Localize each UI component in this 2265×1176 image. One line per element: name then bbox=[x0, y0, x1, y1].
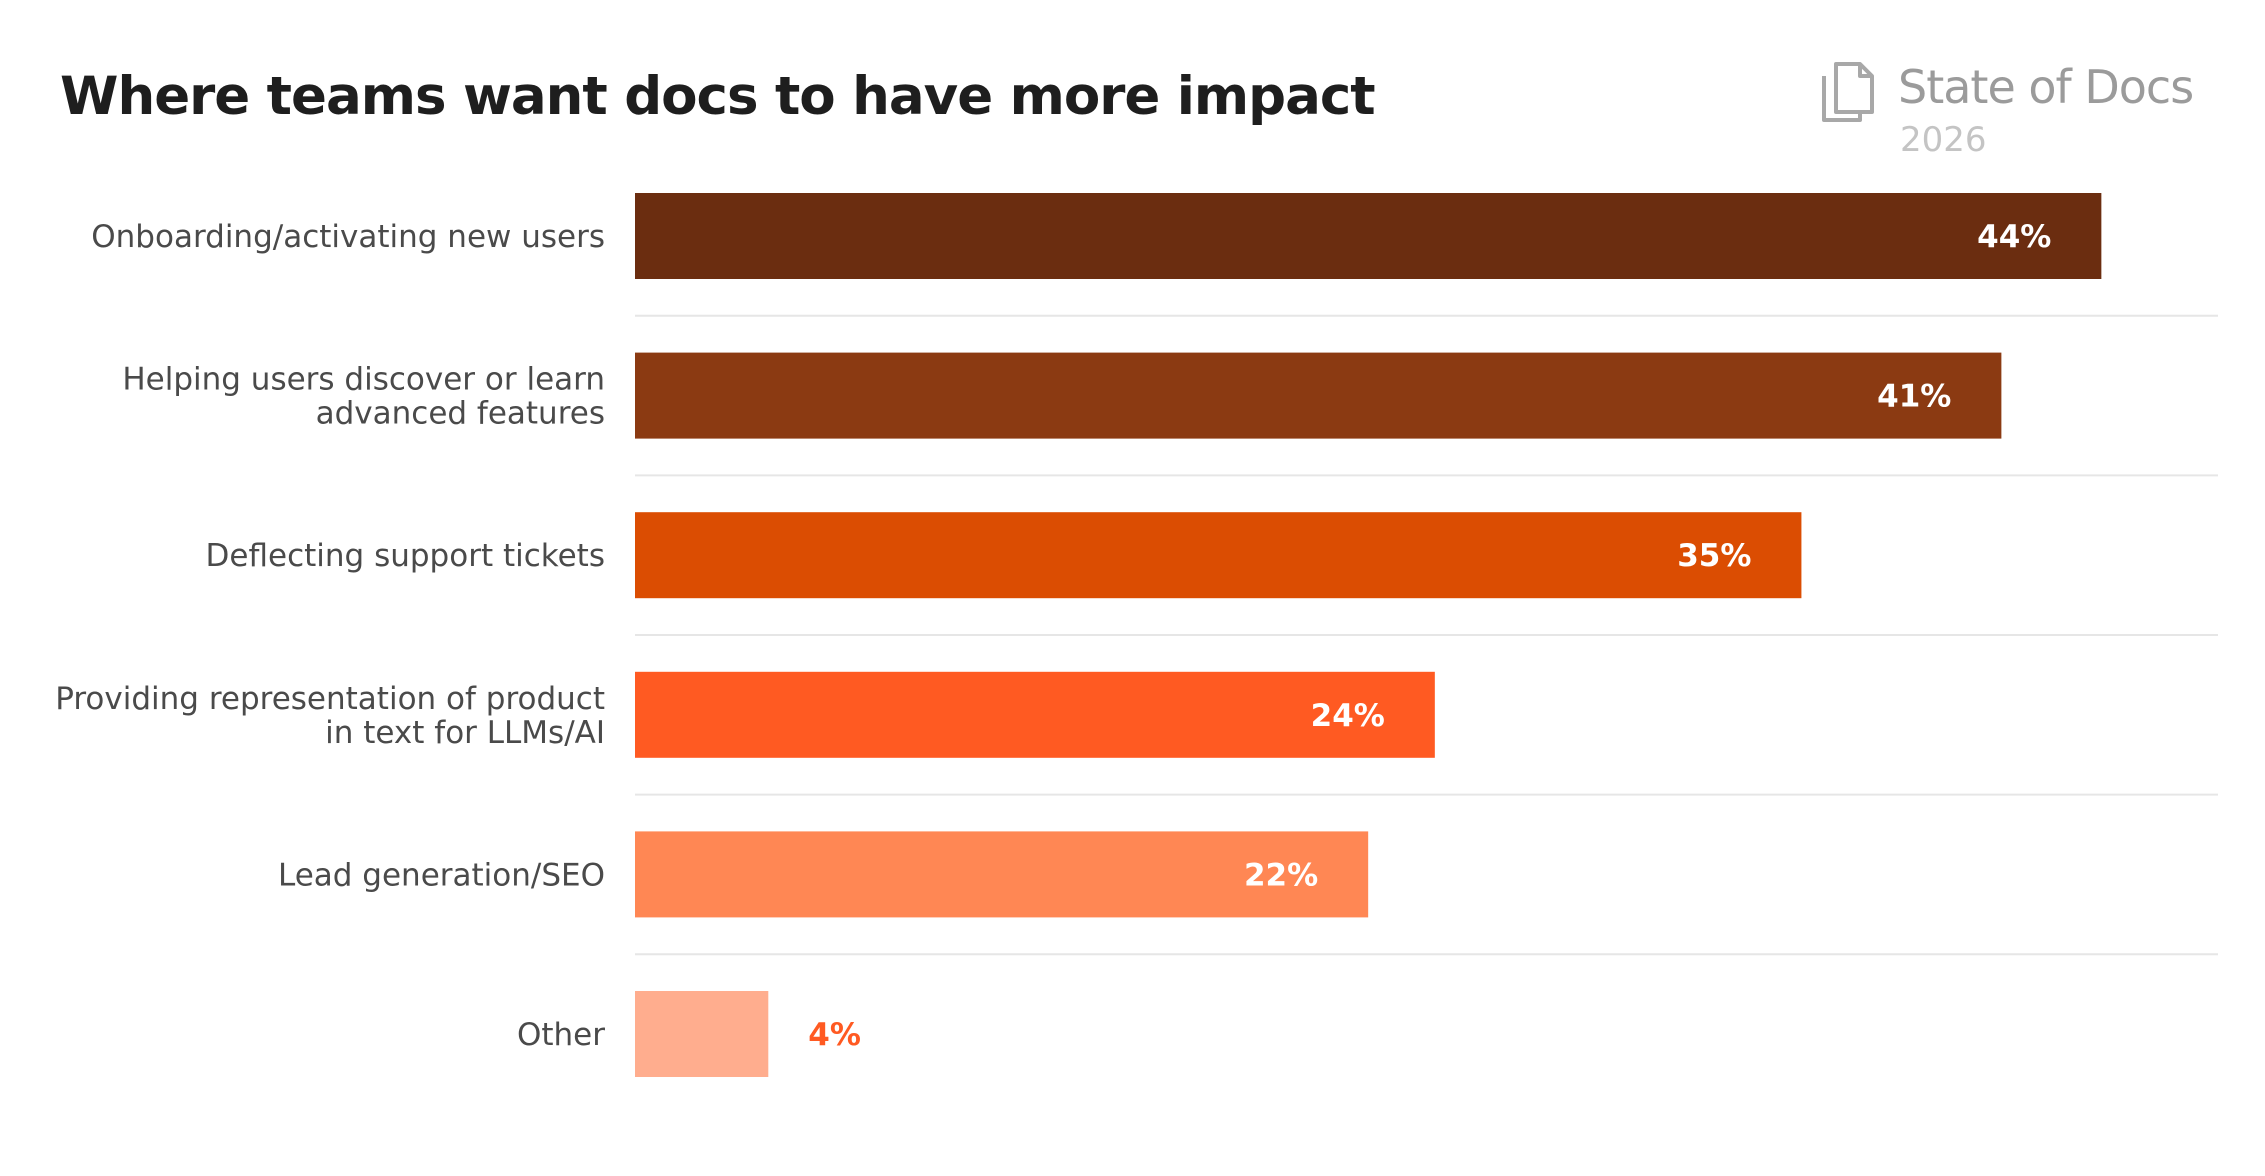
category-label: Helping users discover or learn bbox=[122, 362, 605, 398]
bar bbox=[635, 193, 2102, 279]
category-label: Onboarding/activating new users bbox=[91, 219, 605, 255]
bar bbox=[635, 512, 1802, 599]
bar bbox=[635, 831, 1369, 918]
chart-title: Where teams want docs to have more impac… bbox=[60, 66, 1376, 127]
brand-name: State of Docs bbox=[1898, 60, 2194, 114]
category-label: in text for LLMs/AI bbox=[325, 715, 605, 751]
category-label: Deflecting support tickets bbox=[206, 538, 605, 574]
value-label: 41% bbox=[1877, 379, 1951, 415]
bar bbox=[635, 991, 769, 1077]
brand-year: 2026 bbox=[1900, 120, 1987, 160]
category-label: advanced features bbox=[316, 396, 605, 432]
value-label: 22% bbox=[1244, 857, 1318, 893]
documents-icon bbox=[1822, 62, 1874, 122]
bar bbox=[635, 352, 2002, 439]
value-label: 24% bbox=[1311, 698, 1385, 734]
value-label: 44% bbox=[1977, 219, 2051, 255]
value-label: 35% bbox=[1677, 538, 1751, 574]
value-label: 4% bbox=[808, 1017, 861, 1053]
category-label: Other bbox=[517, 1017, 605, 1053]
brand-logo: State of Docs 2026 bbox=[1820, 58, 2240, 168]
bar bbox=[635, 671, 1435, 758]
category-label: Providing representation of product bbox=[55, 681, 605, 717]
category-label: Lead generation/SEO bbox=[278, 857, 605, 893]
